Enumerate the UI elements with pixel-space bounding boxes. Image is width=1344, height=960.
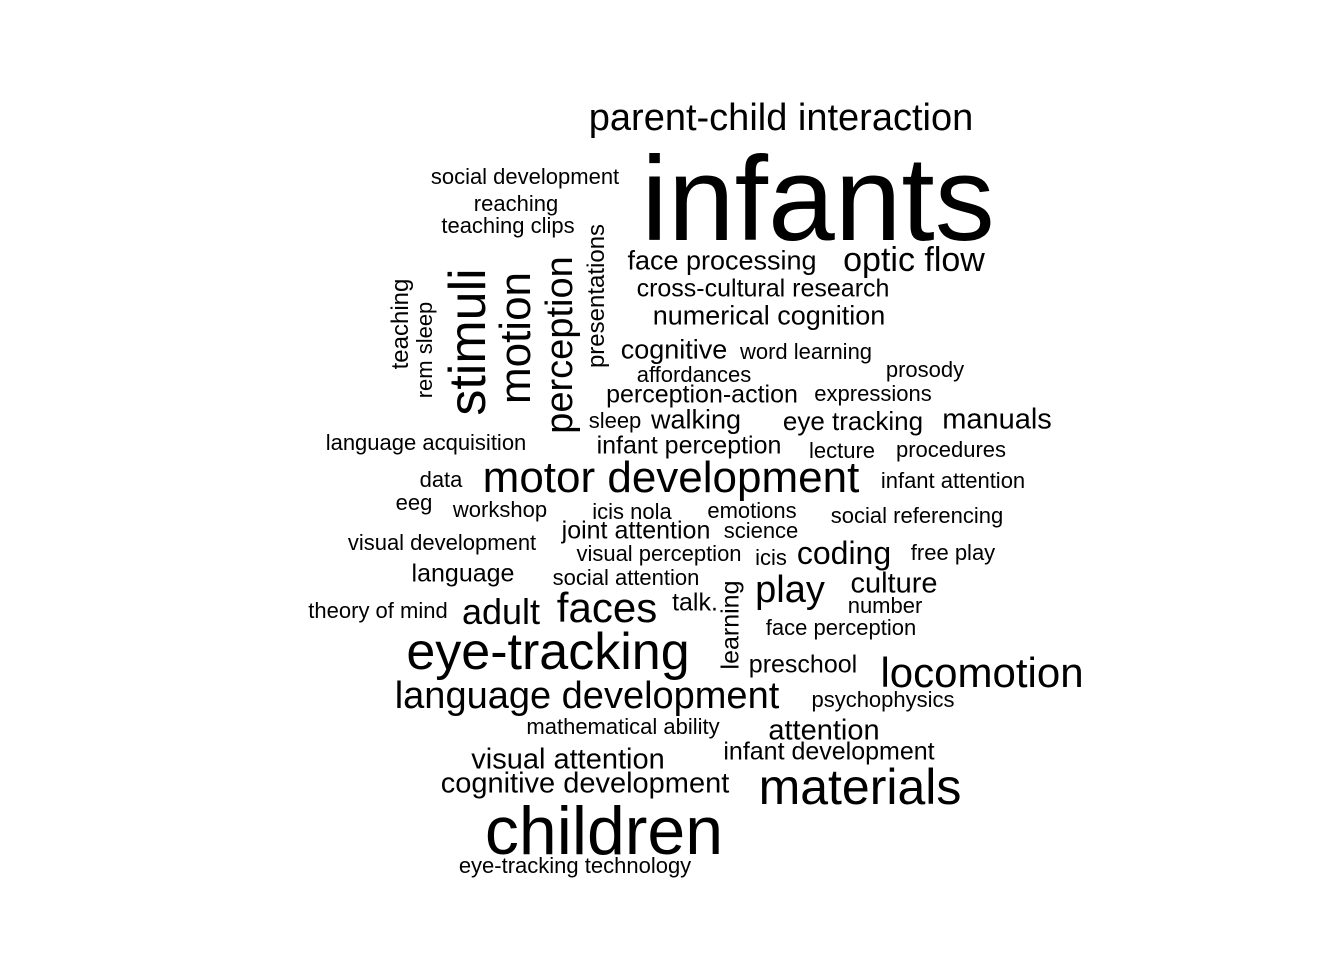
word-locomotion: locomotion [880,649,1084,696]
word-motion: motion [491,271,540,405]
word-cross-cultural-research: cross-cultural research [636,274,890,303]
word-face-processing: face processing [627,245,817,276]
word-perception: perception [539,256,581,434]
word-materials: materials [758,759,962,815]
word-expressions: expressions [814,381,932,406]
word-attention: attention [768,714,880,747]
word-prosody: prosody [885,357,965,382]
word-data: data [419,467,463,492]
word-play: play [755,569,825,611]
word-faces: faces [556,584,658,631]
word-numerical-cognition: numerical cognition [652,300,886,331]
word-joint-attention: joint attention [561,516,711,545]
word-presentations: presentations [583,223,610,369]
word-infants: infants [641,132,995,266]
word-language-acquisition: language acquisition [325,430,527,455]
word-visual-perception: visual perception [576,541,742,566]
word-face-perception: face perception [765,615,917,640]
word-psychophysics: psychophysics [811,687,955,712]
word-parent-child-interaction: parent-child interaction [588,97,974,139]
word-emotions: emotions [707,498,797,523]
word-talk: talk. [672,588,718,617]
word-motor-development: motor development [482,453,860,502]
word-adult: adult [461,591,541,632]
word-visual-development: visual development [347,530,537,555]
word-procedures: procedures [895,437,1007,462]
word-cognitive-development: cognitive development [440,767,730,800]
word-number: number [847,593,923,618]
word-affordances: affordances [636,362,752,387]
word-mathematical-ability: mathematical ability [526,714,720,739]
word-icis: icis [755,545,787,570]
word-language: language [411,559,515,588]
word-coding: coding [796,535,892,571]
word-theory-of-mind: theory of mind [308,598,448,623]
word-sleep: sleep [588,408,642,433]
word-infant-development: infant development [723,737,935,766]
word-eye-tracking: eye-tracking [406,623,690,681]
word-eye-tracking-technology: eye-tracking technology [458,853,692,878]
word-perception-action: perception-action [606,380,798,409]
word-teaching: teaching [387,278,414,370]
word-eeg: eeg [395,490,433,515]
word-infant-attention: infant attention [880,468,1026,493]
word-social-attention: social attention [552,565,700,590]
word-teaching-clips: teaching clips [441,213,575,238]
word-lecture: lecture [808,438,876,463]
word-preschool: preschool [748,650,858,679]
word-learning: learning [716,580,745,670]
word-cognitive: cognitive [620,334,728,365]
word-culture: culture [850,567,938,600]
word-workshop: workshop [452,497,548,522]
word-walking: walking [650,404,742,435]
word-science: science [723,518,799,543]
word-social-referencing: social referencing [830,503,1004,528]
word-infant-perception: infant perception [596,431,782,460]
word-eye-tracking-2: eye tracking [782,406,924,436]
word-social-development: social development [430,164,620,189]
word-word-learning: word learning [739,339,873,364]
word-icis-nola: icis nola [592,499,672,524]
word-reaching: reaching [473,191,559,216]
word-children: children [484,793,724,869]
word-language-development: language development [394,675,780,717]
word-visual-attention: visual attention [471,743,665,776]
word-manuals: manuals [942,403,1052,436]
word-free-play: free play [910,540,996,565]
word-rem-sleep: rem sleep [412,301,437,399]
word-optic-flow: optic flow [843,241,985,279]
word-stimuli: stimuli [439,268,497,416]
